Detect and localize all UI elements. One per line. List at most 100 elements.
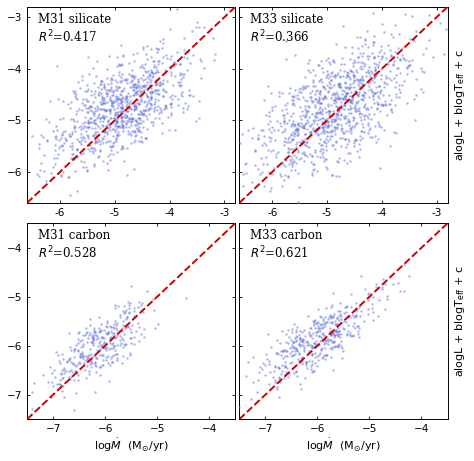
Point — [294, 121, 301, 128]
Point — [352, 299, 360, 306]
Point — [28, 388, 36, 396]
Point — [112, 350, 119, 358]
Text: M33 carbon
$R^2$=0.621: M33 carbon $R^2$=0.621 — [250, 229, 322, 261]
Point — [324, 121, 332, 128]
Point — [288, 120, 295, 127]
Point — [347, 290, 355, 298]
Point — [367, 85, 374, 93]
Point — [294, 198, 301, 206]
Point — [167, 103, 174, 111]
Point — [128, 117, 136, 124]
Point — [79, 331, 86, 338]
Point — [271, 376, 278, 384]
Point — [108, 143, 116, 150]
Point — [331, 317, 339, 325]
Point — [329, 107, 337, 114]
Point — [328, 331, 335, 339]
Point — [102, 86, 109, 94]
Point — [321, 337, 328, 344]
Point — [62, 136, 70, 144]
Point — [138, 82, 146, 89]
Point — [326, 85, 334, 92]
Point — [327, 336, 334, 343]
Point — [319, 141, 326, 148]
Point — [100, 96, 108, 104]
Point — [316, 77, 324, 84]
Point — [99, 122, 107, 130]
Point — [89, 338, 96, 346]
Point — [91, 328, 99, 336]
Point — [323, 133, 331, 140]
Point — [392, 90, 399, 98]
Point — [302, 359, 310, 366]
Point — [320, 340, 328, 348]
Point — [254, 165, 261, 173]
Point — [151, 324, 158, 331]
Point — [377, 164, 384, 171]
Point — [361, 61, 369, 68]
Point — [111, 112, 119, 119]
Point — [300, 343, 308, 351]
Point — [377, 55, 385, 62]
Point — [161, 106, 168, 113]
Point — [118, 114, 126, 121]
Point — [94, 122, 102, 130]
Point — [335, 173, 343, 180]
Point — [126, 325, 134, 332]
Point — [139, 71, 146, 78]
Point — [104, 117, 112, 124]
Point — [347, 83, 355, 91]
Point — [192, 118, 200, 125]
Point — [355, 76, 363, 83]
Point — [357, 307, 365, 315]
Point — [404, 100, 411, 107]
Point — [298, 136, 306, 143]
Point — [121, 76, 128, 83]
Point — [55, 169, 63, 177]
Point — [302, 358, 310, 366]
Point — [322, 147, 330, 154]
Point — [42, 115, 50, 123]
Point — [328, 112, 336, 119]
Point — [337, 66, 344, 73]
Point — [99, 94, 107, 101]
Point — [137, 301, 144, 309]
Point — [337, 111, 345, 118]
Point — [163, 54, 171, 62]
Point — [77, 150, 84, 157]
Point — [340, 93, 347, 100]
Point — [143, 86, 151, 94]
Point — [376, 89, 383, 97]
Point — [101, 340, 109, 347]
Point — [294, 169, 302, 177]
Point — [78, 73, 85, 80]
Point — [357, 95, 365, 103]
Point — [149, 121, 157, 128]
Point — [126, 98, 134, 105]
Point — [57, 381, 65, 389]
Point — [357, 62, 365, 70]
Point — [118, 104, 126, 112]
Point — [355, 53, 362, 61]
Point — [383, 80, 391, 87]
Point — [348, 43, 356, 50]
Point — [109, 91, 117, 99]
Point — [324, 102, 332, 110]
Point — [409, 56, 416, 64]
Point — [317, 108, 324, 115]
Point — [106, 339, 114, 347]
Point — [98, 105, 105, 112]
Point — [292, 126, 299, 133]
Point — [131, 81, 138, 88]
Point — [130, 101, 137, 108]
Point — [302, 139, 310, 146]
Point — [117, 105, 125, 112]
Point — [172, 73, 179, 80]
Point — [354, 75, 361, 83]
Point — [365, 290, 373, 297]
Point — [168, 52, 175, 59]
Point — [386, 67, 394, 75]
Point — [279, 182, 286, 189]
Point — [324, 88, 332, 95]
Point — [343, 304, 350, 311]
